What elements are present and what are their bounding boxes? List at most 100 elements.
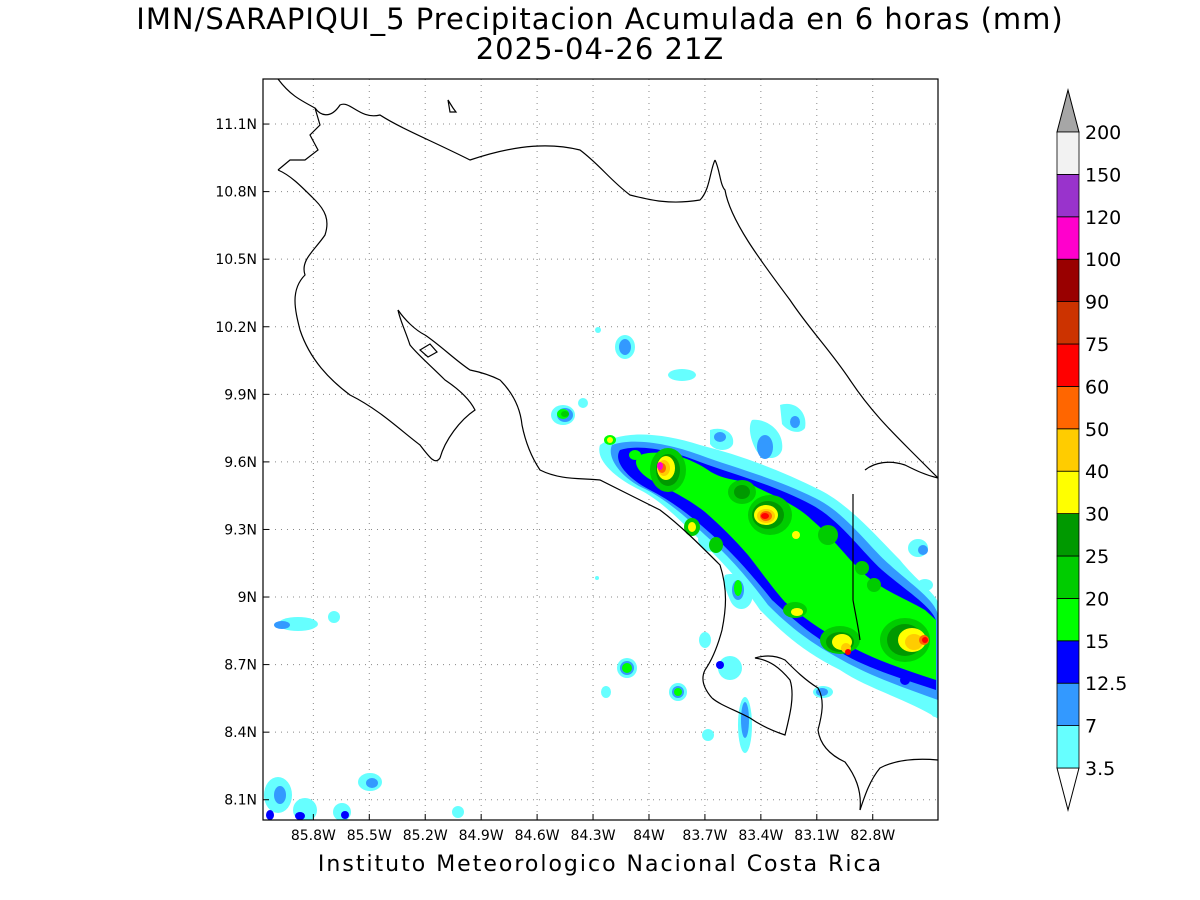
precip-cell-gold xyxy=(905,634,923,650)
precip-cell-blue xyxy=(619,339,631,355)
colorbar-swatch xyxy=(1056,428,1080,472)
y-tick-label: 11.1N xyxy=(215,117,257,133)
precip-cell-green xyxy=(629,450,641,460)
precip-cell-cyan xyxy=(595,576,599,580)
footer-credit: Instituto Meteorologico Nacional Costa R… xyxy=(317,852,884,877)
precip-cell-darkblue xyxy=(341,811,349,819)
colorbar-swatch xyxy=(1056,682,1080,727)
precip-cell-green xyxy=(734,580,742,596)
colorbar-label: 3.5 xyxy=(1085,758,1115,780)
precip-cell-cyan xyxy=(917,579,933,591)
x-tick-label: 83.4W xyxy=(738,828,783,844)
precip-cell-cyan xyxy=(452,806,464,818)
precip-cell-red xyxy=(845,649,851,655)
x-tick-label: 84.9W xyxy=(459,828,504,844)
colorbar-swatch xyxy=(1056,513,1080,557)
colorbar-label: 15 xyxy=(1085,631,1109,653)
colorbar-swatch xyxy=(1056,301,1080,345)
precip-cell-cyan xyxy=(702,729,714,741)
coastline-gulf-nicoya xyxy=(397,309,727,699)
precip-cell-blue xyxy=(366,778,378,788)
colorbar-label: 40 xyxy=(1085,461,1109,483)
precip-cell-green20 xyxy=(561,411,569,417)
precip-cell-magenta xyxy=(657,462,663,470)
map-title: IMN/SARAPIQUI_5 Precipitacion Acumulada … xyxy=(136,2,1064,36)
y-tick-label: 8.4N xyxy=(224,725,257,741)
precip-cell-blue xyxy=(757,435,773,459)
precip-cell-darkblue xyxy=(900,675,910,685)
x-tick-label: 85.2W xyxy=(403,828,448,844)
colorbar-label: 25 xyxy=(1085,546,1109,568)
colorbar-label: 200 xyxy=(1085,122,1121,144)
colorbar-swatch xyxy=(1056,598,1080,642)
x-tick-label: 83.7W xyxy=(682,828,727,844)
x-tick-label: 84.3W xyxy=(571,828,616,844)
colorbar-swatch xyxy=(1056,216,1080,260)
precip-cell-green xyxy=(635,452,936,680)
precip-cell-green20 xyxy=(855,561,869,575)
precip-cell-yellow xyxy=(791,608,803,616)
colorbar-label: 75 xyxy=(1085,334,1109,356)
precip-cell-green20 xyxy=(867,578,881,592)
colorbar: 3.5 7 12.5 15 20 25 30 40 50 60 75 90 100 120 150 200 xyxy=(1056,88,1127,812)
colorbar-label: 150 xyxy=(1085,164,1121,186)
colorbar-label: 30 xyxy=(1085,504,1109,526)
x-tick-label: 83.1W xyxy=(794,828,839,844)
colorbar-swatch xyxy=(1056,173,1080,218)
y-tick-label: 9.6N xyxy=(224,455,257,471)
precip-cell-yellow xyxy=(688,522,696,532)
precip-cell-cyan xyxy=(578,398,588,408)
colorbar-label: 100 xyxy=(1085,249,1121,271)
precip-cell-darkblue xyxy=(295,812,305,820)
precip-cell-cyan xyxy=(718,656,742,680)
precip-cell-blue xyxy=(790,416,800,428)
colorbar-label: 90 xyxy=(1085,292,1109,314)
coastline-pacific-north xyxy=(277,169,476,462)
colorbar-label: 12.5 xyxy=(1085,673,1127,695)
precip-cell-blue xyxy=(274,621,290,629)
y-tick-label: 10.8N xyxy=(215,185,257,201)
colorbar-swatch xyxy=(1056,343,1080,387)
precip-cell-yellow xyxy=(607,437,613,443)
x-tick-label: 85.5W xyxy=(347,828,392,844)
precip-cell-red xyxy=(922,637,928,643)
precip-cell-green20 xyxy=(818,525,838,545)
precip-cell-green20 xyxy=(709,537,723,553)
coastline-caribbean xyxy=(714,159,938,479)
y-tick-label: 8.7N xyxy=(224,658,257,674)
island-north xyxy=(447,99,458,113)
coast-guanacaste-detail xyxy=(277,107,321,171)
x-axis-ticks: 85.8W 85.5W 85.2W 84.9W 84.6W 84.3W 84W 83.7W 83… xyxy=(291,814,895,844)
precip-cell-yellow xyxy=(792,531,800,539)
precip-cell-red xyxy=(761,513,769,519)
coastline-nicaragua-lake xyxy=(277,79,716,203)
y-tick-label: 8.1N xyxy=(224,793,257,809)
precip-cell-blue xyxy=(714,432,726,442)
x-tick-label: 84.6W xyxy=(515,828,560,844)
precip-cell-blue xyxy=(816,688,828,696)
colorbar-swatch xyxy=(1056,258,1080,303)
y-tick-label: 10.2N xyxy=(215,320,257,336)
colorbar-swatch xyxy=(1056,131,1080,175)
precip-cell-cyan xyxy=(595,327,601,333)
y-tick-label: 9.3N xyxy=(224,522,257,538)
colorbar-label: 120 xyxy=(1085,207,1121,229)
precip-cell-darkblue xyxy=(716,661,724,669)
y-tick-label: 9.9N xyxy=(224,387,257,403)
precip-cell-cyan xyxy=(333,803,351,820)
precipitation-field xyxy=(264,327,938,820)
colorbar-under-triangle xyxy=(1056,767,1080,812)
island-ometepe xyxy=(418,343,438,358)
precip-cell-blue xyxy=(274,786,286,804)
colorbar-swatch xyxy=(1056,640,1080,684)
precip-cell-cyan xyxy=(668,369,696,381)
colorbar-label: 20 xyxy=(1085,588,1109,610)
coastline-bocas xyxy=(864,461,938,479)
coastline-pacific-south xyxy=(711,655,861,811)
colorbar-label: 50 xyxy=(1085,419,1109,441)
colorbar-over-triangle xyxy=(1056,88,1080,133)
precip-cell-cyan xyxy=(328,611,340,623)
map-subtitle-date: 2025-04-26 21Z xyxy=(475,32,725,66)
x-tick-label: 84W xyxy=(633,828,665,844)
colorbar-swatch xyxy=(1056,555,1080,599)
